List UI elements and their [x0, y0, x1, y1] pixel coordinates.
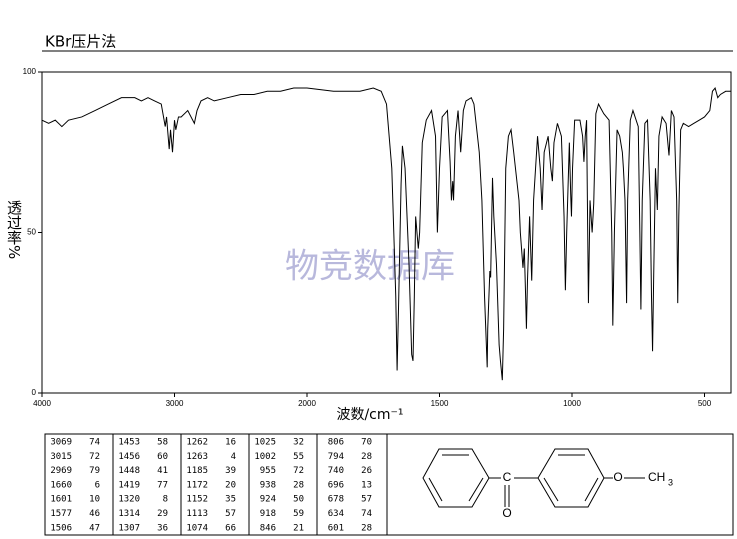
x-tick-label: 4000 — [33, 399, 51, 408]
peak-wavenumber: 955 — [260, 466, 276, 476]
x-tick-label: 500 — [698, 399, 712, 408]
peak-transmittance: 10 — [89, 495, 100, 505]
peak-wavenumber: 1453 — [118, 438, 140, 448]
peak-transmittance: 8 — [163, 495, 168, 505]
peak-wavenumber: 938 — [260, 480, 276, 490]
spectrum-line — [41, 86, 731, 381]
peak-transmittance: 66 — [225, 523, 236, 533]
peak-transmittance: 74 — [361, 509, 372, 519]
peak-transmittance: 55 — [293, 452, 304, 462]
peak-wavenumber: 1172 — [186, 480, 208, 490]
atom-label: O — [502, 506, 511, 520]
table-frame — [44, 433, 734, 536]
chart-title: KBr压片法 — [45, 33, 116, 51]
peak-wavenumber: 1113 — [186, 509, 208, 519]
peak-transmittance: 28 — [361, 523, 372, 533]
peak-transmittance: 57 — [225, 509, 236, 519]
peak-transmittance: 6 — [95, 480, 100, 490]
peak-transmittance: 13 — [361, 480, 372, 490]
y-tick-label: 50 — [27, 228, 36, 237]
peak-transmittance: 28 — [361, 452, 372, 462]
peak-transmittance: 47 — [89, 523, 100, 533]
peak-transmittance: 28 — [293, 480, 304, 490]
peak-wavenumber: 1152 — [186, 495, 208, 505]
table-dividers — [112, 434, 388, 535]
peak-transmittance: 4 — [231, 452, 236, 462]
peak-wavenumber: 601 — [328, 523, 344, 533]
peak-wavenumber: 678 — [328, 495, 344, 505]
peak-transmittance: 57 — [361, 495, 372, 505]
peak-wavenumber: 846 — [260, 523, 276, 533]
peak-wavenumber: 1448 — [118, 466, 140, 476]
peak-wavenumber: 1456 — [118, 452, 140, 462]
x-axis-label: 波数/cm⁻¹ — [336, 407, 403, 423]
peak-transmittance: 60 — [157, 452, 168, 462]
peak-wavenumber: 696 — [328, 480, 344, 490]
peak-wavenumber: 1601 — [50, 495, 72, 505]
peak-transmittance: 74 — [89, 438, 100, 448]
peak-wavenumber: 1506 — [50, 523, 72, 533]
peak-transmittance: 35 — [225, 495, 236, 505]
peak-wavenumber: 740 — [328, 466, 344, 476]
peak-transmittance: 21 — [293, 523, 304, 533]
peak-wavenumber: 806 — [328, 438, 344, 448]
x-tick-label: 1000 — [563, 399, 581, 408]
peak-wavenumber: 1262 — [186, 438, 208, 448]
peak-wavenumber: 1577 — [50, 509, 72, 519]
peak-transmittance: 36 — [157, 523, 168, 533]
peak-wavenumber: 2969 — [50, 466, 72, 476]
peak-transmittance: 26 — [361, 466, 372, 476]
peak-wavenumber: 1307 — [118, 523, 140, 533]
peak-transmittance: 70 — [361, 438, 372, 448]
x-tick-label: 3000 — [166, 399, 184, 408]
peak-transmittance: 77 — [157, 480, 168, 490]
peak-wavenumber: 918 — [260, 509, 276, 519]
y-axis-label: 透过率% — [5, 200, 23, 260]
atom-subscript: 3 — [668, 477, 673, 487]
peak-transmittance: 39 — [225, 466, 236, 476]
peak-wavenumber: 1185 — [186, 466, 208, 476]
peak-wavenumber: 794 — [328, 452, 344, 462]
peak-transmittance: 16 — [225, 438, 236, 448]
peak-wavenumber: 1002 — [254, 452, 276, 462]
x-tick-label: 1500 — [431, 399, 449, 408]
peak-transmittance: 79 — [89, 466, 100, 476]
peak-wavenumber: 1074 — [186, 523, 208, 533]
peak-transmittance: 50 — [293, 495, 304, 505]
peak-wavenumber: 1419 — [118, 480, 140, 490]
structure-bonds — [422, 448, 645, 508]
peak-transmittance: 59 — [293, 509, 304, 519]
x-tick-label: 2000 — [298, 399, 316, 408]
atom-label: CH — [648, 470, 665, 484]
y-tick-label: 100 — [23, 67, 37, 76]
peak-wavenumber: 1320 — [118, 495, 140, 505]
y-tick-label: 0 — [32, 388, 37, 397]
peak-transmittance: 72 — [293, 466, 304, 476]
peak-wavenumber: 1314 — [118, 509, 140, 519]
peak-wavenumber: 924 — [260, 495, 276, 505]
peak-wavenumber: 3069 — [50, 438, 72, 448]
watermark: 物竞数据库 — [285, 247, 455, 287]
peak-wavenumber: 1025 — [254, 438, 276, 448]
peak-transmittance: 41 — [157, 466, 168, 476]
peak-wavenumber: 3015 — [50, 452, 72, 462]
peak-transmittance: 29 — [157, 509, 168, 519]
peak-wavenumber: 1263 — [186, 452, 208, 462]
peak-transmittance: 20 — [225, 480, 236, 490]
peak-transmittance: 46 — [89, 509, 100, 519]
peak-transmittance: 32 — [293, 438, 304, 448]
peak-transmittance: 72 — [89, 452, 100, 462]
peak-transmittance: 58 — [157, 438, 168, 448]
atom-label: C — [503, 470, 512, 484]
peak-wavenumber: 634 — [328, 509, 344, 519]
atom-label: O — [613, 470, 622, 484]
peak-wavenumber: 1660 — [50, 480, 72, 490]
